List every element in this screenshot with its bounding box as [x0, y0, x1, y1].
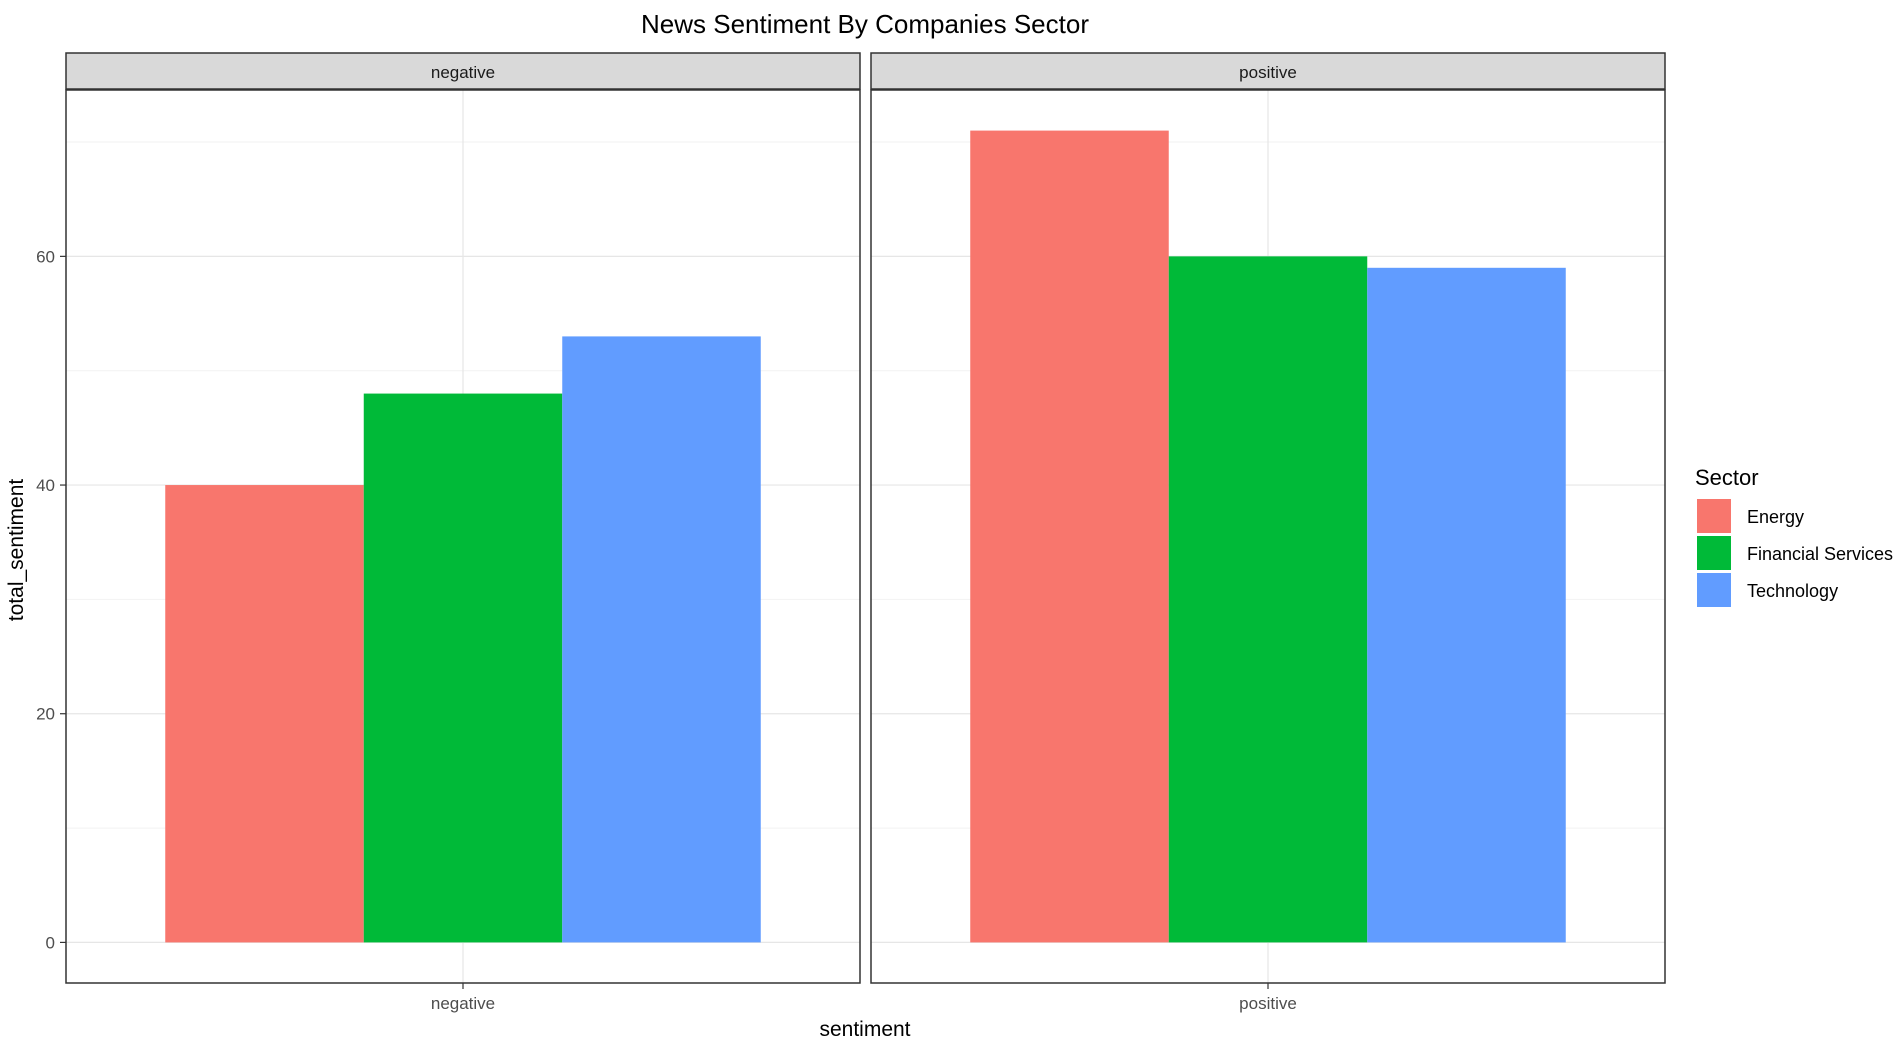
x-axis: negative positive	[431, 983, 1297, 1013]
y-tick-label: 0	[46, 933, 55, 952]
legend-label: Energy	[1747, 507, 1804, 527]
legend-key-energy	[1697, 499, 1731, 533]
bar-positive-energy	[970, 130, 1169, 943]
facet-strip	[870, 52, 1666, 90]
x-tick-label: negative	[431, 994, 495, 1013]
bar-positive-technology	[1367, 267, 1566, 943]
bar-negative-technology	[562, 336, 761, 943]
bar-negative-energy	[165, 485, 364, 943]
y-axis-title: total_sentiment	[5, 479, 28, 622]
legend-title: Sector	[1695, 465, 1759, 490]
y-tick-label: 60	[36, 247, 55, 266]
y-tick-label: 20	[36, 705, 55, 724]
legend-key-financial-services	[1697, 536, 1731, 570]
facet-strip	[65, 52, 861, 90]
facet-strip-label: positive	[1239, 63, 1297, 82]
y-tick-label: 40	[36, 476, 55, 495]
facet-panel-negative: negative	[65, 52, 861, 984]
chart-title: News Sentiment By Companies Sector	[641, 9, 1089, 39]
bar-negative-financial-services	[363, 393, 563, 943]
facet-strip-label: negative	[431, 63, 495, 82]
bar-positive-financial-services	[1168, 256, 1368, 943]
facet-panel-positive: positive	[870, 52, 1666, 984]
x-tick-label: positive	[1239, 994, 1297, 1013]
legend-label: Technology	[1747, 581, 1838, 601]
legend-key-technology	[1697, 573, 1731, 607]
legend-label: Financial Services	[1747, 544, 1893, 564]
x-axis-title: sentiment	[819, 1018, 910, 1041]
legend: Sector Energy Financial Services Technolog…	[1695, 465, 1893, 607]
y-axis: 0 20 40 60	[36, 247, 66, 952]
